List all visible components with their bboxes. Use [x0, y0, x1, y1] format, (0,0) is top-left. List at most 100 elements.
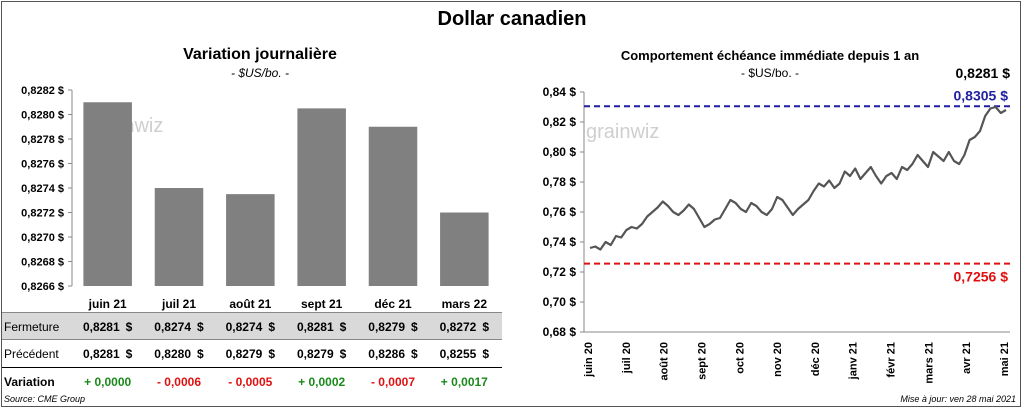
- cell-value: 0,8274: [225, 320, 263, 334]
- variation-cell: - 0,0005: [228, 375, 273, 389]
- table-cell: 0,8279 $: [212, 347, 288, 361]
- line-x-tick-label: mai 21: [999, 342, 1011, 376]
- bar-y-tick-label: 0,8280 $: [21, 110, 64, 122]
- cell-unit: $: [482, 347, 490, 361]
- line-y-tick-label: 0,76 $: [543, 205, 577, 219]
- cell-unit: $: [268, 347, 276, 361]
- bar: [368, 126, 418, 286]
- cell-value: 0,8272: [439, 320, 477, 334]
- bar-x-tick-label: sept 21: [301, 297, 343, 311]
- cell-unit: $: [411, 347, 418, 361]
- table-cell: 0,8279 $: [355, 320, 431, 334]
- variation-cell: + 0,0017: [440, 375, 488, 389]
- left-chart-title: Variation journalière: [183, 46, 337, 63]
- row-label: Variation: [4, 375, 55, 389]
- line-y-tick-label: 0,74 $: [543, 235, 577, 249]
- cell-unit: $: [482, 320, 490, 334]
- bar: [440, 212, 489, 286]
- table-cell: 0,8274 $: [141, 320, 217, 334]
- line-x-tick-label: déc 20: [810, 342, 822, 376]
- right-chart-title: Comportement échéance immédiate depuis 1…: [620, 48, 920, 63]
- line-x-tick-label: nov 20: [772, 342, 784, 377]
- cell-value: 0,8274: [154, 320, 191, 334]
- cell-value: 0,8280: [154, 347, 191, 361]
- line-y-tick-label: 0,68 $: [543, 325, 577, 339]
- bar-y-tick-label: 0,8272 $: [21, 208, 64, 220]
- table-cell: 0,8272 $: [426, 320, 502, 334]
- bar-x-tick-label: déc 21: [374, 297, 412, 311]
- min-value-label: 0,7256 $: [954, 269, 1009, 285]
- bar-chart: grainwiz 0,8282 $0,8280 $0,8278 $0,8276 …: [21, 85, 489, 311]
- update-note: Mise à jour: ven 28 mai 2021: [900, 394, 1016, 404]
- table-cell: 0,8286 $: [355, 347, 431, 361]
- line-x-tick-label: mars 21: [923, 342, 935, 384]
- line-y-tick-label: 0,84 $: [543, 85, 577, 99]
- line-x-tick-label: juil 20: [621, 342, 633, 374]
- line-y-tick-label: 0,70 $: [543, 295, 577, 309]
- bar-x-tick-label: mars 22: [442, 297, 488, 311]
- page-title: Dollar canadien: [437, 8, 587, 30]
- table-cell: 0,8255 $: [426, 347, 502, 361]
- right-watermark: grainwiz: [586, 121, 659, 143]
- cell-value: 0,8255: [439, 347, 477, 361]
- bar: [154, 188, 204, 286]
- line-y-tick-label: 0,78 $: [543, 175, 577, 189]
- table-cell: 0,8274 $: [212, 320, 288, 334]
- bar-y-tick-label: 0,8278 $: [21, 134, 64, 146]
- series-line: [589, 105, 1007, 251]
- table-cell: 0,8281 $: [70, 320, 146, 334]
- cell-value: 0,8279: [368, 320, 405, 334]
- cell-unit: $: [339, 347, 347, 361]
- last-value-label: 0,8281 $: [956, 65, 1011, 81]
- table-cell: 0,8281 $: [284, 320, 360, 334]
- cell-unit: $: [125, 347, 133, 361]
- line-y-tick-label: 0,80 $: [543, 145, 577, 159]
- table-cell: 0,8279 $: [284, 347, 360, 361]
- bar: [226, 194, 275, 286]
- max-value-label: 0,8305 $: [954, 87, 1009, 103]
- bar-x-tick-label: juin 21: [88, 297, 127, 311]
- bar-y-tick-label: 0,8274 $: [21, 183, 64, 195]
- line-x-tick-label: janv 21: [848, 342, 860, 380]
- line-x-tick-label: avr 21: [961, 342, 973, 374]
- table-cell: 0,8281 $: [70, 347, 146, 361]
- line-x-tick-label: août 20: [659, 342, 671, 381]
- source-note: Source: CME Group: [4, 394, 86, 404]
- cell-value: 0,8281: [296, 320, 334, 334]
- cell-value: 0,8279: [296, 347, 334, 361]
- variation-cell: + 0,0002: [298, 375, 346, 389]
- variation-cell: + 0,0000: [84, 375, 132, 389]
- line-x-tick-label: févr 21: [886, 342, 898, 377]
- bar-y-tick-label: 0,8276 $: [21, 159, 64, 171]
- table-row-variation: Variation + 0,0000 - 0,0006 - 0,0005 + 0,00…: [2, 367, 502, 394]
- line-x-tick-label: sept 20: [696, 342, 708, 380]
- bar-y-tick-label: 0,8266 $: [21, 281, 64, 293]
- variation-cell: - 0,0007: [370, 375, 416, 389]
- row-label: Fermeture: [4, 320, 60, 334]
- line-y-tick-label: 0,82 $: [543, 115, 577, 129]
- line-chart: grainwiz 0,8281 $ 0,8305 $ 0,7256 $ 0,84…: [543, 65, 1011, 384]
- cell-value: 0,8281: [82, 347, 120, 361]
- line-y-tick-label: 0,72 $: [543, 265, 577, 279]
- bar-y-tick-label: 0,8268 $: [21, 257, 64, 269]
- table-cell: 0,8280 $: [141, 347, 217, 361]
- cell-value: 0,8286: [368, 347, 405, 361]
- cell-unit: $: [268, 320, 276, 334]
- row-label: Précédent: [4, 347, 59, 361]
- bar-y-tick-label: 0,8270 $: [21, 232, 64, 244]
- cell-unit: $: [197, 320, 204, 334]
- cell-unit: $: [197, 347, 204, 361]
- cell-value: 0,8281: [82, 320, 120, 334]
- bar-y-tick-label: 0,8282 $: [21, 85, 64, 97]
- bar: [297, 108, 346, 286]
- variation-cell: - 0,0006: [156, 375, 202, 389]
- bar: [83, 102, 132, 286]
- bar-x-tick-label: août 21: [229, 297, 271, 311]
- bar-x-tick-label: juil 21: [161, 297, 196, 311]
- right-chart-subtitle: - $US/bo. -: [740, 66, 800, 80]
- table-row-fermeture: Fermeture 0,8281 $0,8274 $0,8274 $0,8281 $0,…: [2, 312, 502, 340]
- cell-value: 0,8279: [225, 347, 263, 361]
- line-x-tick-label: juin 20: [583, 342, 595, 378]
- cell-unit: $: [125, 320, 133, 334]
